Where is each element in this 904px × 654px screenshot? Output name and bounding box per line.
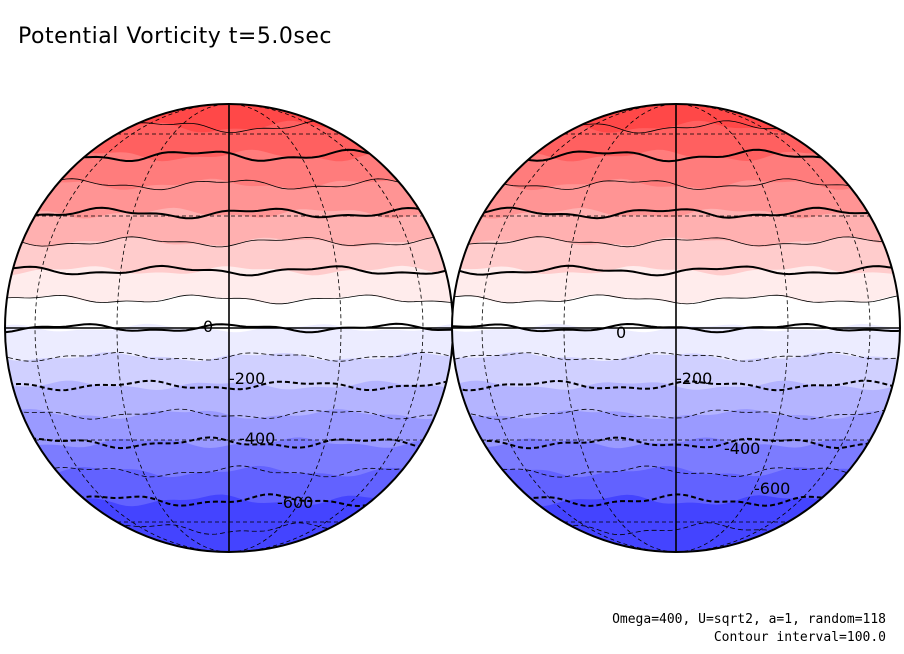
right-hemisphere: 0 -200 -400 -600 [451,103,901,553]
contour-label--600: -600 [754,479,790,498]
contour-line-0 [5,322,453,334]
contour-line-500 [5,178,453,191]
contour-label--200: -200 [676,369,712,388]
globe-outline [451,103,901,553]
chart-title: Potential Vorticity t=5.0sec [18,24,332,49]
contour-line-300 [452,236,900,248]
contour-label--400: -400 [724,439,760,458]
contour-line--200 [5,379,453,392]
contour-line--100 [452,351,900,362]
contour-line-200 [452,264,900,277]
contour-label--200: -200 [229,369,265,388]
contour-label-0: 0 [203,317,213,336]
contour-line-100 [452,294,900,305]
contour-line--100 [5,351,453,362]
contour-interval-text: Contour interval=100.0 [713,630,886,645]
contour-line-400 [452,206,900,220]
contour-line--300 [5,408,453,420]
contour-line--200 [452,379,900,392]
left-hemisphere: 0 -200 -400 -600 [4,103,454,553]
contour-label--600: -600 [277,493,313,512]
parameters-text: Omega=400, U=sqrt2, a=1, random=118 [612,612,886,627]
contour-line-200 [5,264,453,277]
contour-label--400: -400 [239,429,275,448]
contour-line--300 [452,408,900,420]
contour-line-400 [5,206,453,220]
contour-line-300 [5,236,453,248]
contour-line-100 [5,294,453,305]
contour-line--400 [452,436,900,450]
contour-line-500 [452,178,900,191]
contour-label-0: 0 [616,323,626,342]
